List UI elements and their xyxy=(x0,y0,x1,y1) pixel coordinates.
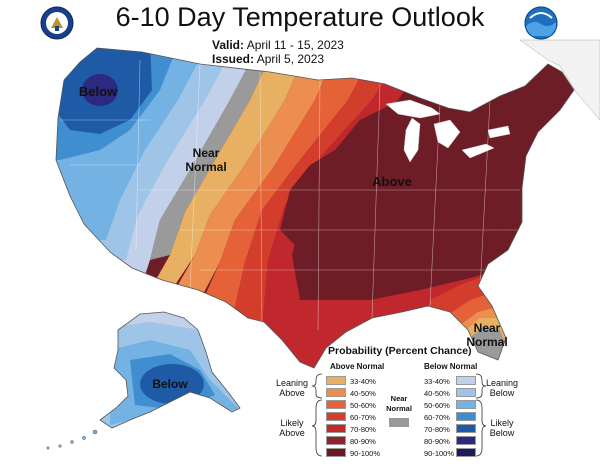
issued-label: Issued: xyxy=(212,52,255,66)
map-label-above: Above xyxy=(372,174,412,189)
legend-below-bin-swatch xyxy=(456,400,476,409)
canada-outline xyxy=(519,39,600,121)
legend-above-bin-label: 60-70% xyxy=(350,413,376,422)
legend-above-brace xyxy=(312,373,323,457)
legend-likely-below-line1: Likely xyxy=(490,418,514,428)
legend-below-bin-label: 90-100% xyxy=(424,449,455,458)
legend-below-bin-swatch xyxy=(456,448,476,457)
legend-leaning-below-line1: Leaning xyxy=(485,378,519,388)
legend-likely-above-line1: Likely xyxy=(280,418,304,428)
alaska-probability-fill xyxy=(100,312,240,428)
legend-above-bin-swatch xyxy=(326,376,346,385)
legend-likely-above: Likely Above xyxy=(270,418,314,438)
legend-above-header: Above Normal xyxy=(330,362,385,371)
legend-above-bin-swatch xyxy=(326,388,346,397)
legend-near-normal-line2: Normal xyxy=(386,404,412,413)
legend-below-bin-label: 40-50% xyxy=(424,389,450,398)
conus-outline xyxy=(55,47,575,369)
legend-likely-above-line2: Above xyxy=(279,428,305,438)
legend-above-bin-label: 33-40% xyxy=(350,377,376,386)
legend-above-bin-label: 40-50% xyxy=(350,389,376,398)
legend-leaning-below: Leaning Below xyxy=(480,378,524,398)
valid-dates: April 11 - 15, 2023 xyxy=(246,38,344,52)
map-label-near-normal-fl-line2: Normal xyxy=(466,335,507,349)
alaska-outline xyxy=(99,311,241,429)
legend-below-bin-label: 80-90% xyxy=(424,437,450,446)
legend-below-header: Below Normal xyxy=(424,362,478,371)
map-label-near-normal-west-line2: Normal xyxy=(185,160,226,174)
page-title: 6-10 Day Temperature Outlook xyxy=(115,2,485,32)
legend-near-normal-line1: Near xyxy=(390,394,408,403)
legend-leaning-above-line1: Leaning xyxy=(275,378,309,388)
legend-below-bin-swatch xyxy=(456,412,476,421)
legend-leaning-below-line2: Below xyxy=(489,388,515,398)
legend-below-bin-swatch xyxy=(456,376,476,385)
legend-above-bin-label: 50-60% xyxy=(350,401,376,410)
legend-near-normal-swatch xyxy=(389,418,409,427)
map-label-near-normal-fl-line1: Near xyxy=(474,321,501,335)
legend-leaning-above: Leaning Above xyxy=(270,378,314,398)
great-lakes xyxy=(385,99,511,163)
issued-date: April 5, 2023 xyxy=(256,52,325,66)
legend-leaning-above-line2: Above xyxy=(279,388,305,398)
map-label-below-nw: Below xyxy=(79,84,118,99)
legend-below-bin-swatch xyxy=(456,388,476,397)
legend-above-bin-swatch xyxy=(326,424,346,433)
state-boundaries xyxy=(60,59,520,331)
legend-below-bin-label: 33-40% xyxy=(424,377,450,386)
legend-below-bin-swatch xyxy=(456,424,476,433)
noaa-logo xyxy=(524,6,558,40)
legend-below-bin-label: 60-70% xyxy=(424,413,450,422)
legend-above-bin-swatch xyxy=(326,400,346,409)
legend-above-bin-swatch xyxy=(326,436,346,445)
legend-below-bin-label: 50-60% xyxy=(424,401,450,410)
legend-above-bin-label: 90-100% xyxy=(350,449,381,458)
commerce-seal-logo xyxy=(40,6,74,40)
legend-below-brace xyxy=(475,373,486,457)
legend-title: Probability (Percent Chance) xyxy=(328,345,472,357)
legend-above-bin-label: 70-80% xyxy=(350,425,376,434)
legend-below-bin-swatch xyxy=(456,436,476,445)
legend-below-bin-label: 70-80% xyxy=(424,425,450,434)
legend-above-bin-swatch xyxy=(326,448,346,457)
legend-near-normal: Near Normal xyxy=(380,394,418,414)
legend-above-bin-label: 80-90% xyxy=(350,437,376,446)
legend-likely-below: Likely Below xyxy=(480,418,524,438)
valid-line: Valid: April 11 - 15, 2023 xyxy=(212,38,344,52)
map-label-near-normal-west-line1: Near xyxy=(193,146,220,160)
map-label-below-ak: Below xyxy=(152,377,188,391)
legend-above-bin-swatch xyxy=(326,412,346,421)
issued-line: Issued: April 5, 2023 xyxy=(212,52,324,66)
legend-likely-below-line2: Below xyxy=(489,428,515,438)
aleutian-islands xyxy=(46,429,98,450)
valid-label: Valid: xyxy=(212,38,245,52)
